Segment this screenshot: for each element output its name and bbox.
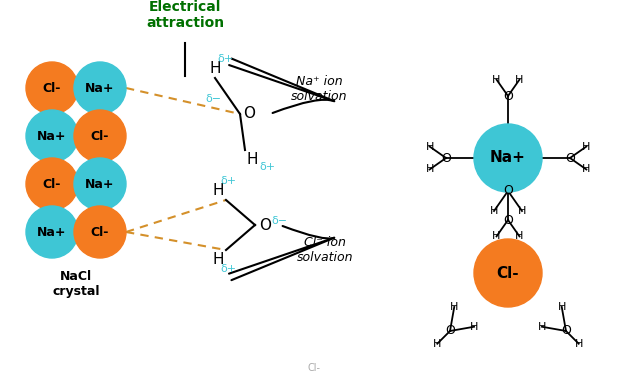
Text: Cl⁻ ion
solvation: Cl⁻ ion solvation bbox=[297, 236, 353, 264]
Text: H: H bbox=[492, 231, 501, 241]
Circle shape bbox=[74, 62, 126, 114]
Text: O: O bbox=[561, 324, 571, 338]
Text: Cl-: Cl- bbox=[91, 225, 109, 239]
Text: H: H bbox=[518, 206, 526, 216]
Text: H: H bbox=[582, 142, 590, 152]
Text: O: O bbox=[243, 106, 255, 121]
Text: H: H bbox=[470, 322, 479, 332]
Text: H: H bbox=[558, 302, 566, 312]
Text: O: O bbox=[259, 218, 271, 232]
Text: H: H bbox=[212, 183, 224, 198]
Text: δ+: δ+ bbox=[217, 54, 233, 64]
Text: O: O bbox=[441, 151, 451, 165]
Circle shape bbox=[26, 62, 78, 114]
Text: δ+: δ+ bbox=[259, 162, 275, 172]
Text: Electrical
attraction: Electrical attraction bbox=[146, 0, 224, 30]
Text: O: O bbox=[503, 185, 513, 197]
Text: Na⁺ ion
solvation: Na⁺ ion solvation bbox=[291, 75, 347, 103]
Circle shape bbox=[474, 239, 542, 307]
Text: Cl-: Cl- bbox=[91, 130, 109, 142]
Text: δ+: δ+ bbox=[220, 264, 236, 274]
Text: O: O bbox=[445, 324, 455, 338]
Text: H: H bbox=[490, 206, 498, 216]
Circle shape bbox=[474, 124, 542, 192]
Circle shape bbox=[26, 206, 78, 258]
Circle shape bbox=[74, 206, 126, 258]
Text: H: H bbox=[492, 74, 501, 85]
Text: H: H bbox=[212, 252, 224, 267]
Text: Cl-: Cl- bbox=[497, 265, 519, 281]
Text: Na+: Na+ bbox=[37, 130, 67, 142]
Text: H: H bbox=[247, 152, 259, 167]
Text: Cl-: Cl- bbox=[43, 177, 61, 191]
Circle shape bbox=[26, 110, 78, 162]
Text: H: H bbox=[538, 322, 546, 332]
Text: δ+: δ+ bbox=[220, 176, 236, 186]
Text: Na+: Na+ bbox=[85, 177, 115, 191]
Text: NaCl
crystal: NaCl crystal bbox=[52, 270, 100, 298]
Text: O: O bbox=[565, 151, 575, 165]
Text: Na+: Na+ bbox=[37, 225, 67, 239]
Circle shape bbox=[74, 158, 126, 210]
Text: Na+: Na+ bbox=[85, 81, 115, 95]
Text: H: H bbox=[433, 339, 441, 349]
Text: H: H bbox=[450, 302, 458, 312]
Text: H: H bbox=[209, 61, 221, 76]
Text: Na+: Na+ bbox=[490, 151, 526, 166]
Text: Cl-: Cl- bbox=[43, 81, 61, 95]
Text: δ−: δ− bbox=[271, 216, 287, 226]
Text: H: H bbox=[582, 165, 590, 175]
Text: H: H bbox=[516, 74, 524, 85]
Text: O: O bbox=[503, 90, 513, 102]
Text: H: H bbox=[516, 231, 524, 241]
Circle shape bbox=[26, 158, 78, 210]
Circle shape bbox=[74, 110, 126, 162]
Text: H: H bbox=[425, 165, 434, 175]
Text: δ−: δ− bbox=[206, 94, 222, 104]
Text: H: H bbox=[425, 142, 434, 152]
Text: H: H bbox=[575, 339, 583, 349]
Text: Cl-: Cl- bbox=[308, 363, 320, 373]
Text: O: O bbox=[503, 213, 513, 227]
